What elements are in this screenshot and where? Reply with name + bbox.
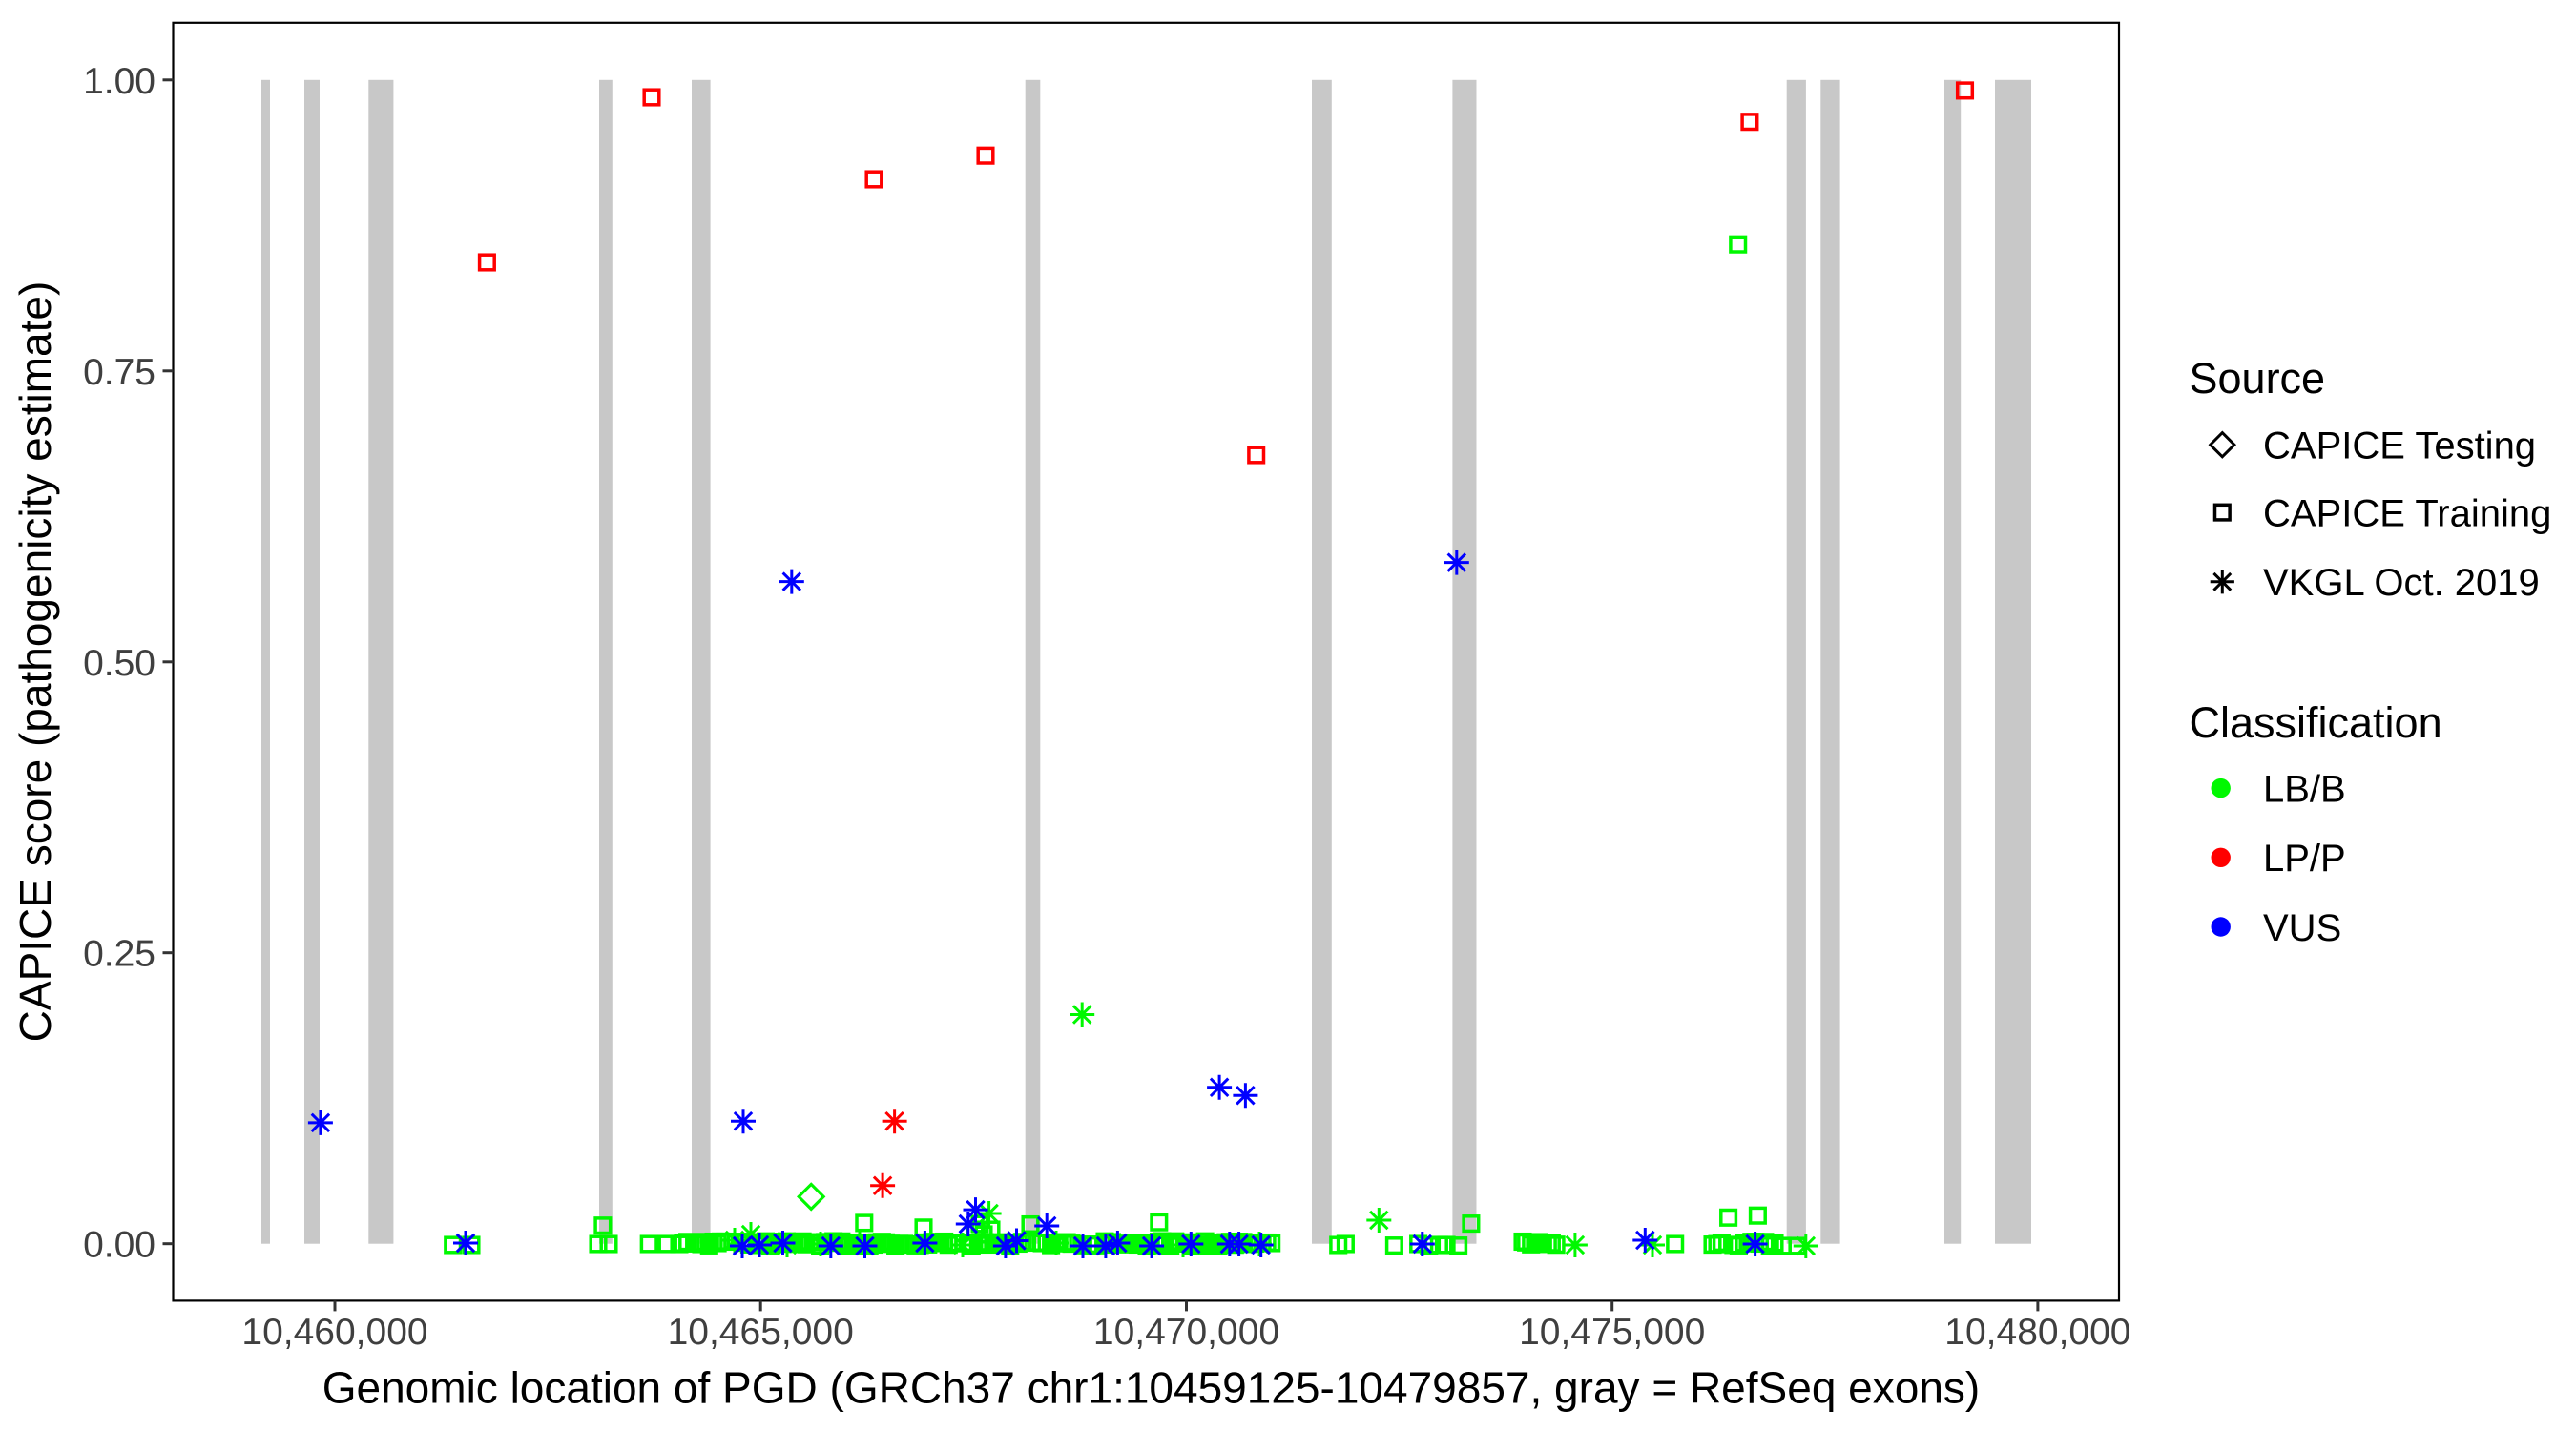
svg-text:0.50: 0.50 — [83, 643, 156, 684]
svg-text:10,480,000: 10,480,000 — [1944, 1312, 2130, 1353]
svg-text:0.25: 0.25 — [83, 934, 156, 975]
svg-text:LP/P: LP/P — [2263, 838, 2346, 880]
svg-text:0.75: 0.75 — [83, 352, 156, 393]
svg-text:10,465,000: 10,465,000 — [668, 1312, 854, 1353]
svg-text:CAPICE score (pathogenicity es: CAPICE score (pathogenicity estimate) — [10, 281, 60, 1043]
svg-text:VUS: VUS — [2263, 907, 2341, 949]
svg-text:1.00: 1.00 — [83, 61, 156, 102]
svg-text:10,470,000: 10,470,000 — [1093, 1312, 1279, 1353]
svg-text:Classification: Classification — [2190, 698, 2442, 747]
svg-text:VKGL Oct. 2019: VKGL Oct. 2019 — [2263, 562, 2540, 604]
svg-text:Source: Source — [2190, 354, 2326, 403]
svg-text:10,460,000: 10,460,000 — [241, 1312, 427, 1353]
svg-text:10,475,000: 10,475,000 — [1519, 1312, 1705, 1353]
svg-text:CAPICE Training: CAPICE Training — [2263, 492, 2551, 534]
svg-text:Genomic location of PGD (GRCh3: Genomic location of PGD (GRCh37 chr1:104… — [322, 1363, 1981, 1413]
svg-text:0.00: 0.00 — [83, 1225, 156, 1266]
svg-text:LB/B: LB/B — [2263, 768, 2346, 810]
svg-text:CAPICE Testing: CAPICE Testing — [2263, 425, 2536, 467]
